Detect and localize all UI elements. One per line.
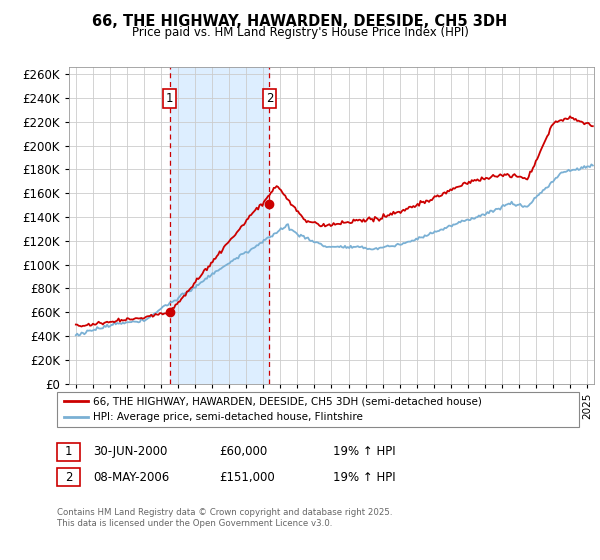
- Text: HPI: Average price, semi-detached house, Flintshire: HPI: Average price, semi-detached house,…: [93, 412, 363, 422]
- Text: Contains HM Land Registry data © Crown copyright and database right 2025.
This d: Contains HM Land Registry data © Crown c…: [57, 508, 392, 528]
- Text: 2: 2: [266, 92, 273, 105]
- Text: £60,000: £60,000: [219, 445, 267, 459]
- Text: 1: 1: [65, 445, 72, 459]
- Text: £151,000: £151,000: [219, 470, 275, 484]
- Text: Price paid vs. HM Land Registry's House Price Index (HPI): Price paid vs. HM Land Registry's House …: [131, 26, 469, 39]
- Text: 1: 1: [166, 92, 173, 105]
- Text: 66, THE HIGHWAY, HAWARDEN, DEESIDE, CH5 3DH: 66, THE HIGHWAY, HAWARDEN, DEESIDE, CH5 …: [92, 14, 508, 29]
- Text: 19% ↑ HPI: 19% ↑ HPI: [333, 470, 395, 484]
- Text: 19% ↑ HPI: 19% ↑ HPI: [333, 445, 395, 459]
- Bar: [170, 67, 269, 384]
- Text: 2: 2: [65, 470, 72, 484]
- Text: 30-JUN-2000: 30-JUN-2000: [93, 445, 167, 459]
- Text: 66, THE HIGHWAY, HAWARDEN, DEESIDE, CH5 3DH (semi-detached house): 66, THE HIGHWAY, HAWARDEN, DEESIDE, CH5 …: [93, 396, 482, 407]
- Text: 08-MAY-2006: 08-MAY-2006: [93, 470, 169, 484]
